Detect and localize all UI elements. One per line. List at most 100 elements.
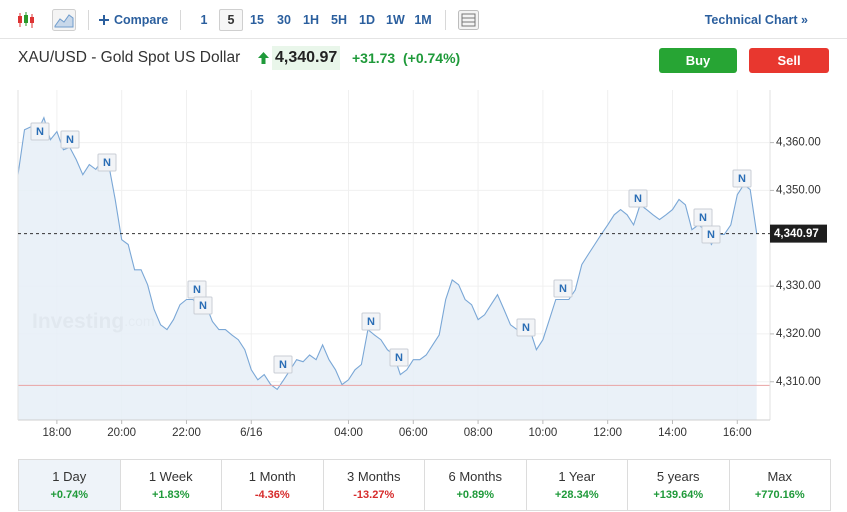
period-label: 1 Day <box>52 469 87 484</box>
interval-button[interactable]: 30 <box>277 13 291 27</box>
interval-button[interactable]: 1M <box>414 13 432 27</box>
period-label: 3 Months <box>347 469 401 484</box>
period-label: 1 Month <box>248 469 296 484</box>
news-marker[interactable]: N <box>273 355 293 374</box>
period-cell[interactable]: 1 Year +28.34% <box>525 460 628 510</box>
price-change-percent: (+0.74%) <box>403 50 461 66</box>
sell-button[interactable]: Sell <box>749 48 829 73</box>
interval-button[interactable]: 1H <box>303 13 319 27</box>
interval-button[interactable]: 1W <box>386 13 405 27</box>
separator <box>88 10 89 30</box>
news-marker-label: N <box>522 322 530 334</box>
x-tick-label: 14:00 <box>658 427 687 439</box>
news-marker-label: N <box>699 212 707 224</box>
separator <box>180 10 181 30</box>
interval-button[interactable]: 1 <box>200 13 208 27</box>
x-tick-label: 04:00 <box>334 427 363 439</box>
period-change: -13.27% <box>353 489 395 501</box>
last-price: 4,340.97 <box>272 46 341 70</box>
period-cell[interactable]: 3 Months -13.27% <box>322 460 425 510</box>
news-marker-label: N <box>199 300 207 312</box>
x-tick-label: 16:00 <box>723 427 752 439</box>
news-marker[interactable]: N <box>553 279 573 298</box>
period-label: 1 Week <box>148 469 193 484</box>
news-marker[interactable]: N <box>389 348 409 367</box>
period-change: +28.34% <box>554 489 599 501</box>
news-marker-label: N <box>66 134 74 146</box>
news-marker-box <box>732 169 752 188</box>
period-change: +770.16% <box>754 489 805 501</box>
interval-button[interactable]: 5 <box>219 9 243 31</box>
news-marker-box <box>193 296 213 315</box>
news-marker[interactable]: N <box>30 122 50 141</box>
x-tick-label: 10:00 <box>528 427 557 439</box>
x-tick-label: 06:00 <box>399 427 428 439</box>
price-line <box>17 116 758 391</box>
news-marker-label: N <box>193 284 201 296</box>
buy-button[interactable]: Buy <box>659 48 737 73</box>
current-price-label: 4,340.97 <box>774 228 819 240</box>
period-label: Max <box>767 469 793 484</box>
period-table: 1 Day +0.74% 1 Week +1.83% 1 Month -4.36% 3 Mo… <box>18 459 831 511</box>
news-marker-label: N <box>738 173 746 185</box>
news-marker[interactable]: N <box>193 296 213 315</box>
y-tick-label: 4,330.00 <box>776 280 821 292</box>
news-marker[interactable]: N <box>97 153 117 172</box>
news-marker-box <box>389 348 409 367</box>
news-marker-label: N <box>36 126 44 138</box>
period-change: +0.89% <box>456 489 495 501</box>
period-cell[interactable]: 6 Months +0.89% <box>424 460 526 510</box>
news-marker[interactable]: N <box>516 318 536 337</box>
y-tick-label: 4,360.00 <box>776 137 821 149</box>
news-marker[interactable]: N <box>628 189 648 208</box>
news-marker[interactable]: N <box>60 130 80 149</box>
period-change: +1.83% <box>151 489 190 501</box>
icon-part <box>30 17 34 23</box>
separator <box>445 10 446 30</box>
interval-button[interactable]: 1D <box>359 13 375 27</box>
interval-button[interactable]: 5H <box>331 13 347 27</box>
period-label: 5 years <box>656 469 700 484</box>
news-marker-box <box>361 312 381 331</box>
candles-icon[interactable] <box>16 11 36 29</box>
technical-chart-link[interactable]: Technical Chart » <box>704 13 808 27</box>
current-price-box <box>770 224 827 243</box>
period-label: 6 Months <box>448 469 502 484</box>
up-arrow <box>258 52 269 64</box>
period-cell[interactable]: 1 Day +0.74% <box>19 460 120 510</box>
period-change: +139.64% <box>653 489 704 501</box>
period-cell[interactable]: 1 Week +1.83% <box>119 460 222 510</box>
plus-icon <box>99 15 109 25</box>
x-tick-label: 18:00 <box>42 427 71 439</box>
compare-button[interactable]: Compare <box>114 13 169 27</box>
news-marker[interactable]: N <box>187 280 207 299</box>
x-tick-label: 08:00 <box>464 427 493 439</box>
news-marker-box <box>273 355 293 374</box>
table-icon[interactable] <box>458 10 479 30</box>
news-marker-box <box>553 279 573 298</box>
area-icon[interactable] <box>52 9 76 31</box>
icon-frame <box>458 10 479 30</box>
period-cell[interactable]: 5 years +139.64% <box>627 460 729 510</box>
news-marker[interactable]: N <box>732 169 752 188</box>
news-marker[interactable]: N <box>361 312 381 331</box>
news-marker-box <box>30 122 50 141</box>
y-tick-label: 4,350.00 <box>776 184 821 196</box>
news-marker[interactable]: N <box>701 225 721 244</box>
icon-part <box>18 16 22 23</box>
news-marker-box <box>60 130 80 149</box>
interval-button[interactable]: 15 <box>250 13 264 27</box>
period-change: +0.74% <box>50 489 89 501</box>
news-marker-label: N <box>634 193 642 205</box>
period-cell[interactable]: Max +770.16% <box>728 460 831 510</box>
news-marker[interactable]: N <box>693 208 713 227</box>
news-marker-box <box>701 225 721 244</box>
price-change: +31.73 <box>352 50 396 66</box>
icon-part <box>54 14 74 28</box>
period-cell[interactable]: 1 Month -4.36% <box>221 460 323 510</box>
arrow-shape <box>258 52 269 64</box>
area-fill <box>18 117 757 420</box>
news-marker-box <box>97 153 117 172</box>
